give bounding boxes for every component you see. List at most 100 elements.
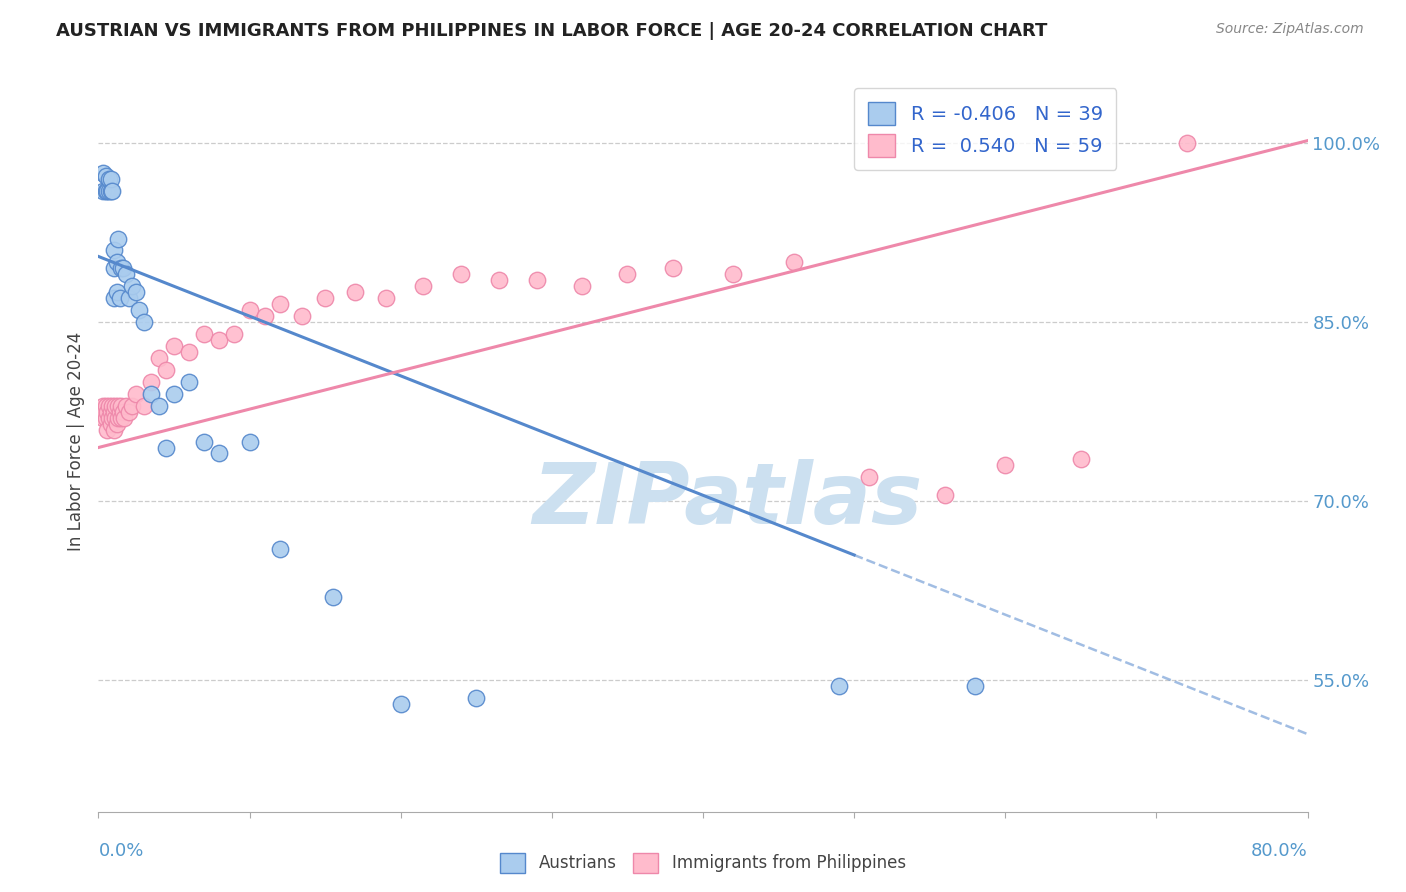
Point — [155, 363, 177, 377]
Text: Source: ZipAtlas.com: Source: ZipAtlas.com — [1216, 22, 1364, 37]
Point — [104, 410, 127, 425]
Point — [269, 541, 291, 556]
Point — [108, 291, 131, 305]
Point — [526, 273, 548, 287]
Text: 0.0%: 0.0% — [98, 842, 143, 860]
Point — [488, 273, 510, 287]
Point — [98, 171, 121, 186]
Point — [91, 410, 114, 425]
Point — [98, 399, 121, 413]
Point — [101, 399, 124, 413]
Point — [616, 268, 638, 282]
Point — [465, 691, 488, 706]
Point — [107, 231, 129, 245]
Point — [103, 291, 125, 305]
Point — [132, 315, 155, 329]
Point — [91, 184, 114, 198]
Point — [110, 410, 132, 425]
Point — [93, 405, 115, 419]
Point — [934, 488, 956, 502]
Point — [96, 184, 118, 198]
Point — [103, 244, 125, 258]
Point — [208, 333, 231, 347]
Point — [148, 351, 170, 365]
Point — [107, 399, 129, 413]
Point — [125, 386, 148, 401]
Point — [344, 285, 367, 300]
Point — [253, 309, 276, 323]
Point — [193, 327, 215, 342]
Point — [100, 405, 122, 419]
Point — [661, 261, 683, 276]
Point — [96, 405, 118, 419]
Point — [128, 303, 150, 318]
Point — [101, 184, 124, 198]
Point — [103, 405, 125, 419]
Point — [103, 261, 125, 276]
Point — [314, 291, 336, 305]
Point — [125, 285, 148, 300]
Point — [858, 470, 880, 484]
Point — [155, 441, 177, 455]
Point — [91, 166, 114, 180]
Point — [103, 423, 125, 437]
Point — [100, 417, 122, 431]
Point — [179, 345, 201, 359]
Point — [148, 399, 170, 413]
Point — [105, 285, 128, 300]
Point — [104, 399, 127, 413]
Point — [94, 184, 117, 198]
Point — [450, 268, 472, 282]
Point — [132, 399, 155, 413]
Point — [110, 261, 132, 276]
Point — [110, 399, 132, 413]
Point — [374, 291, 396, 305]
Point — [108, 405, 131, 419]
Point — [111, 405, 134, 419]
Point — [94, 169, 117, 184]
Point — [239, 434, 262, 449]
Point — [163, 339, 186, 353]
Point — [412, 279, 434, 293]
Point — [94, 399, 117, 413]
Point — [141, 386, 163, 401]
Point — [269, 297, 291, 311]
Point — [723, 268, 745, 282]
Point — [100, 184, 122, 198]
Legend: Austrians, Immigrants from Philippines: Austrians, Immigrants from Philippines — [494, 847, 912, 880]
Point — [105, 255, 128, 269]
Text: AUSTRIAN VS IMMIGRANTS FROM PHILIPPINES IN LABOR FORCE | AGE 20-24 CORRELATION C: AUSTRIAN VS IMMIGRANTS FROM PHILIPPINES … — [56, 22, 1047, 40]
Point — [98, 410, 121, 425]
Point — [571, 279, 593, 293]
Point — [107, 410, 129, 425]
Point — [239, 303, 262, 318]
Point — [163, 386, 186, 401]
Point — [98, 184, 121, 198]
Point — [105, 417, 128, 431]
Point — [389, 698, 412, 712]
Point — [994, 458, 1017, 473]
Point — [783, 255, 806, 269]
Point — [112, 410, 135, 425]
Point — [121, 399, 143, 413]
Point — [1070, 452, 1092, 467]
Point — [96, 423, 118, 437]
Point — [291, 309, 314, 323]
Point — [121, 279, 143, 293]
Text: 80.0%: 80.0% — [1251, 842, 1308, 860]
Point — [100, 171, 122, 186]
Text: ZIPatlas: ZIPatlas — [531, 459, 922, 542]
Point — [828, 679, 851, 693]
Point — [179, 375, 201, 389]
Y-axis label: In Labor Force | Age 20-24: In Labor Force | Age 20-24 — [66, 332, 84, 551]
Point — [141, 375, 163, 389]
Point — [111, 261, 134, 276]
Point — [208, 446, 231, 460]
Point — [322, 590, 344, 604]
Point — [118, 291, 141, 305]
Point — [114, 399, 136, 413]
Legend: R = -0.406   N = 39, R =  0.540   N = 59: R = -0.406 N = 39, R = 0.540 N = 59 — [855, 88, 1116, 170]
Point — [193, 434, 215, 449]
Point — [224, 327, 246, 342]
Point — [114, 268, 136, 282]
